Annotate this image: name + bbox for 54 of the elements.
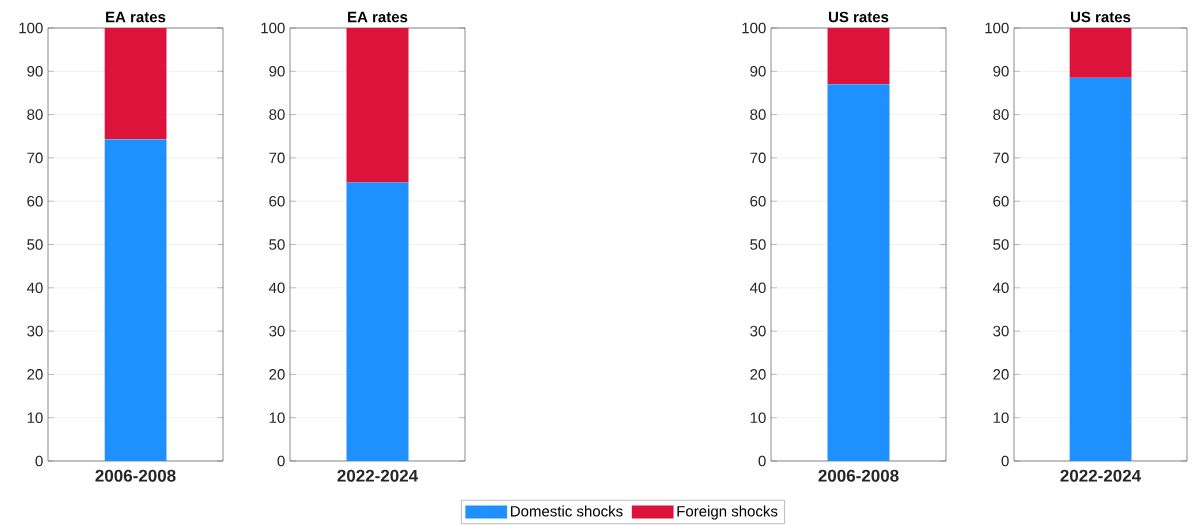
y-tick-label: 10 xyxy=(269,412,285,424)
y-tick-label: 10 xyxy=(993,412,1009,424)
y-tick-label: 30 xyxy=(750,325,766,337)
chart-title: US rates xyxy=(828,11,889,23)
y-tick-label: 20 xyxy=(27,369,43,380)
y-tick-label: 80 xyxy=(269,109,285,120)
y-tick-label: 0 xyxy=(1001,455,1009,467)
y-tick-label: 0 xyxy=(35,455,43,467)
y-tick-label: 30 xyxy=(27,325,43,337)
y-tick-label: 40 xyxy=(749,282,766,294)
y-tick-label: 40 xyxy=(268,282,285,294)
x-tick-label: 2022-2024 xyxy=(1060,469,1142,482)
y-tick-label: 80 xyxy=(750,109,766,120)
y-tick-label: 10 xyxy=(27,412,43,424)
y-tick-label: 30 xyxy=(993,325,1009,337)
y-tick-label: 100 xyxy=(19,22,43,34)
y-tick-label: 20 xyxy=(269,369,285,380)
y-tick-label: 40 xyxy=(26,282,43,294)
y-tick-label: 100 xyxy=(261,22,285,34)
y-tick-label: 60 xyxy=(750,195,766,207)
y-tick-label: 30 xyxy=(269,325,285,337)
y-tick-label: 90 xyxy=(269,65,285,77)
y-tick-label: 40 xyxy=(992,282,1009,294)
y-tick-label: 100 xyxy=(985,22,1009,34)
y-tick-label: 60 xyxy=(269,195,285,207)
y-tick-label: 60 xyxy=(27,195,43,207)
y-tick-label: 20 xyxy=(750,369,766,380)
x-tick-label: 2006-2008 xyxy=(95,469,176,482)
y-tick-label: 70 xyxy=(27,152,43,164)
y-tick-label: 70 xyxy=(993,152,1009,164)
legend-label: Domestic shocks xyxy=(511,505,623,517)
y-tick-label: 50 xyxy=(269,239,285,250)
y-tick-label: 50 xyxy=(27,239,43,250)
y-tick-label: 90 xyxy=(27,65,43,77)
y-tick-label: 60 xyxy=(993,195,1009,207)
y-tick-label: 0 xyxy=(277,455,285,467)
legend-label: Foreign shocks xyxy=(677,505,778,520)
x-tick-label: 2022-2024 xyxy=(337,469,419,482)
y-tick-label: 90 xyxy=(750,65,766,77)
chart-title: EA rates xyxy=(106,11,166,23)
y-tick-label: 50 xyxy=(750,239,766,250)
x-tick-label: 2006-2008 xyxy=(818,469,899,482)
chart-title: EA rates xyxy=(348,11,408,23)
chart-title: US rates xyxy=(1070,11,1131,23)
y-tick-label: 0 xyxy=(758,455,766,467)
y-tick-label: 10 xyxy=(750,412,766,424)
y-tick-label: 20 xyxy=(993,369,1009,380)
y-tick-label: 70 xyxy=(269,152,285,164)
y-tick-label: 90 xyxy=(993,65,1009,77)
y-tick-label: 50 xyxy=(993,239,1009,250)
y-tick-label: 80 xyxy=(27,109,43,120)
y-tick-label: 100 xyxy=(742,22,766,34)
y-tick-label: 70 xyxy=(750,152,766,164)
y-tick-label: 80 xyxy=(993,109,1009,120)
